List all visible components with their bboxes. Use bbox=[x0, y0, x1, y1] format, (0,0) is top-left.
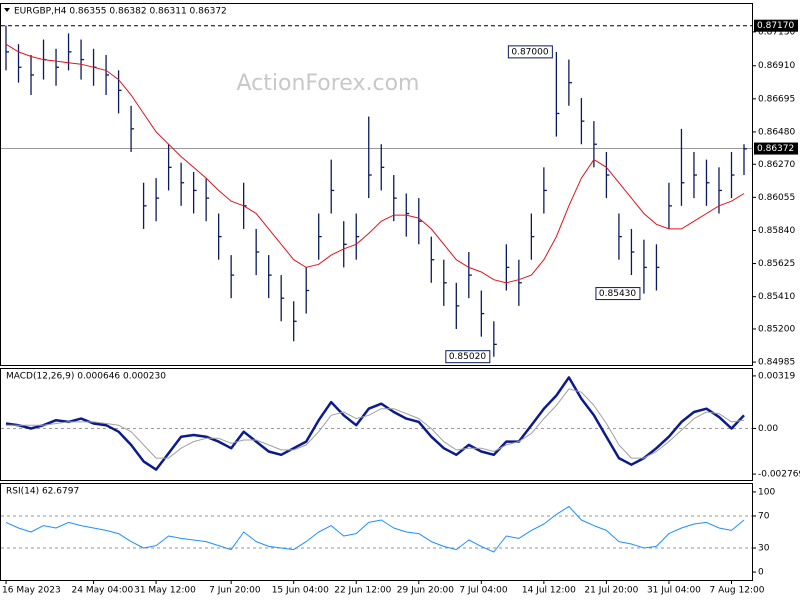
x-tick-label: 15 Jun 04:00 bbox=[272, 586, 329, 596]
y-tick-label: 0.86695 bbox=[758, 94, 795, 104]
x-tick-label: 29 Jun 20:00 bbox=[397, 586, 454, 596]
price-label: 0.86372 bbox=[757, 144, 794, 154]
x-tick-label: 7 Jun 20:00 bbox=[209, 586, 261, 596]
x-tick-label: 22 Jun 12:00 bbox=[334, 586, 391, 596]
y-tick-label: 0.85840 bbox=[758, 226, 795, 236]
annotation-box bbox=[595, 287, 641, 301]
x-tick-label: 7 Jul 04:00 bbox=[459, 586, 508, 596]
rsi-pane bbox=[0, 483, 753, 581]
y-tick-label: 0.86480 bbox=[758, 127, 795, 137]
pane-icon bbox=[4, 8, 10, 12]
y-tick-label: 0.86270 bbox=[758, 160, 795, 170]
y-tick-label: 0.87130 bbox=[758, 27, 795, 37]
rsi-title: RSI(14) 62.6797 bbox=[6, 487, 79, 497]
x-tick-label: 31 Jul 04:00 bbox=[647, 586, 701, 596]
x-tick-label: 31 May 12:00 bbox=[134, 586, 196, 596]
y-tick-label: -0.002769 bbox=[758, 470, 800, 480]
macd-pane bbox=[0, 368, 753, 481]
annotation-box bbox=[445, 350, 491, 364]
x-tick-label: 7 Aug 12:00 bbox=[709, 586, 764, 596]
y-tick-label: 0.86910 bbox=[758, 61, 795, 71]
macd-title: MACD(12,26,9) 0.000646 0.000230 bbox=[6, 372, 166, 382]
chart-title: EURGBP,H4 0.86355 0.86382 0.86311 0.8637… bbox=[14, 7, 227, 17]
annotation-label: 0.85430 bbox=[599, 289, 636, 299]
y-tick-label: 0.85410 bbox=[758, 292, 795, 302]
x-tick-label: 21 Jul 20:00 bbox=[584, 586, 638, 596]
annotation-box bbox=[507, 45, 553, 59]
y-tick-label: 0.85200 bbox=[758, 324, 795, 334]
y-tick-label: 0.00 bbox=[758, 424, 778, 434]
x-tick-label: 14 Jul 12:00 bbox=[522, 586, 576, 596]
y-tick-label: 0.86055 bbox=[758, 193, 795, 203]
y-tick-label: 30 bbox=[758, 544, 770, 554]
y-tick-label: 0.85625 bbox=[758, 259, 795, 269]
watermark: ActionForex.com bbox=[237, 71, 420, 96]
indicator-line bbox=[5, 505, 745, 553]
annotation-label: 0.87000 bbox=[511, 47, 548, 57]
y-tick-label: 70 bbox=[758, 511, 770, 521]
price-label-box bbox=[754, 142, 798, 155]
y-tick-label: 0 bbox=[758, 568, 764, 578]
annotation-label: 0.85020 bbox=[449, 352, 486, 362]
price-label: 0.87170 bbox=[757, 21, 794, 31]
y-tick-label: 0.00319 bbox=[758, 371, 795, 381]
indicator-line bbox=[6, 388, 745, 459]
price-label-box bbox=[754, 19, 798, 32]
x-tick-label: 16 May 2023 bbox=[2, 586, 61, 596]
y-tick-label: 0.84985 bbox=[758, 358, 795, 368]
x-tick-label: 24 May 04:00 bbox=[72, 586, 134, 596]
indicator-line bbox=[5, 376, 745, 471]
y-tick-label: 100 bbox=[758, 487, 775, 497]
moving-average bbox=[5, 43, 745, 284]
price-pane bbox=[0, 3, 753, 366]
